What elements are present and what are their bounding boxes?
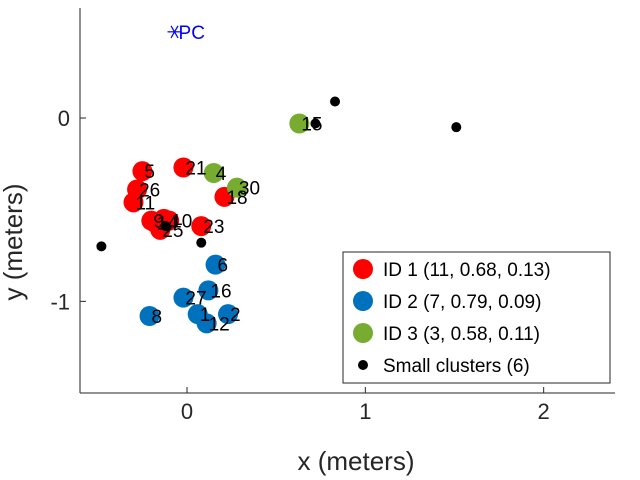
point-label: 11 [136,193,156,214]
point-label: 27 [185,289,206,310]
series-4-point [196,237,207,248]
legend-entry: ID 3 (3, 0.58, 0.11) [383,324,540,345]
legend-entry: ID 2 (7, 0.79, 0.09) [383,292,541,313]
x-axis-title: x (meters) [298,446,415,476]
legend-entry: Small clusters (6) [383,356,530,377]
point-label: 23 [203,217,224,238]
legend-marker [358,360,368,370]
series-4-point [451,122,462,133]
series-4-point [160,221,171,232]
series-3-point [203,163,224,183]
legend: ID 1 (11, 0.68, 0.13) ID 2 (7, 0.79, 0.09… [342,251,611,384]
point-label: 1 [200,305,211,326]
series-2 [139,254,239,334]
point-label: 14 [157,214,179,235]
point-label: 26 [139,181,160,202]
legend-marker [353,259,373,279]
point-label: 6 [218,256,229,277]
series-4-point [330,96,341,107]
series-2-point [198,280,219,301]
x-tick-label: 2 [538,399,550,424]
point-label: 15 [301,115,322,136]
series-2-point [205,254,226,275]
legend-marker [353,291,373,311]
point-label: 9 [153,212,164,233]
series-3-point [289,113,310,134]
series-1-point [191,216,212,237]
series-2-point [196,313,217,334]
point-label: 30 [239,179,260,200]
axes: 0 1 2-10 [50,8,615,424]
legend-box [342,251,611,384]
series-3-point [226,177,247,198]
series-2-point [139,306,160,326]
series-4 [96,96,462,252]
x-tick-label: 1 [359,399,371,424]
point-label: 8 [152,307,163,328]
point-label: 5 [144,162,155,183]
legend-entry: ID 1 (11, 0.68, 0.13) [383,260,551,281]
series-3 [203,113,310,198]
series-4-point [96,241,107,252]
series-2-point [218,304,239,325]
point-label: 18 [226,188,247,209]
point-label: 16 [210,281,231,302]
series-1-point [173,157,194,178]
point-label: 12 [209,314,230,335]
series-4-point [310,118,321,129]
point-label: 2 [230,305,241,326]
pc-marker-stroke [170,25,179,39]
point-label: 10 [171,212,192,233]
x-tick-label: 0 [181,399,193,424]
legend-marker [353,323,373,343]
series-1-point [123,192,144,213]
pc-marker [167,25,182,39]
point-label: 4 [216,164,227,185]
pc-label: PC [179,23,205,44]
y-axis-title: y (meters) [0,184,28,301]
point-label: 21 [185,159,206,180]
point-label: 25 [162,221,183,242]
series-2-point [173,287,194,308]
series-1-point [132,161,153,182]
y-tick-label: -1 [50,289,70,314]
y-tick-label: 0 [58,106,70,131]
